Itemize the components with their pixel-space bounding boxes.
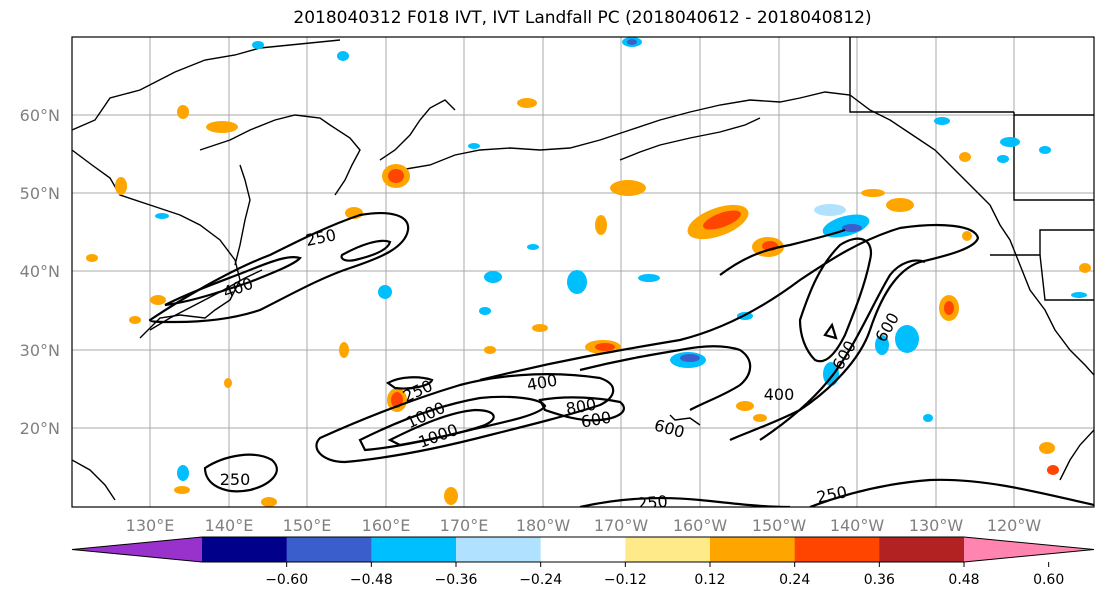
colorbar-swatch — [286, 537, 372, 562]
lon-label: 160°E — [362, 516, 411, 535]
lat-label: 20°N — [20, 419, 60, 438]
colorbar-swatch — [540, 537, 626, 562]
lon-label: 170°W — [594, 516, 649, 535]
lon-label: 150°E — [283, 516, 332, 535]
colorbar-tick-label: −0.24 — [519, 572, 562, 588]
colorbar-extend-min — [72, 537, 202, 562]
colorbar-swatch — [202, 537, 288, 562]
contour-label: 250 — [636, 492, 668, 514]
lon-label: 170°E — [440, 516, 489, 535]
colorbar-swatch — [625, 537, 711, 562]
colorbar-swatch — [710, 537, 796, 562]
pc-shading — [86, 37, 1091, 507]
ivt-contours — [148, 212, 1094, 507]
map-frame — [71, 36, 1095, 508]
colorbar-extend-max — [964, 537, 1094, 562]
colorbar-tick-label: 0.48 — [948, 572, 979, 588]
colorbar-tick-label: 0.12 — [694, 572, 725, 588]
lon-label: 160°W — [673, 516, 728, 535]
lon-label: 120°W — [987, 516, 1042, 535]
colorbar-swatch — [879, 537, 965, 562]
lat-label: 60°N — [20, 106, 60, 125]
gridlines — [72, 37, 1094, 507]
colorbar-tick-label: −0.12 — [604, 572, 647, 588]
map-area — [72, 37, 1094, 507]
lat-label: 50°N — [20, 184, 60, 203]
contour-label: 250 — [220, 470, 251, 489]
colorbar-swatch — [456, 537, 542, 562]
lat-label: 40°N — [20, 262, 60, 281]
lon-label: 130°E — [126, 516, 175, 535]
colorbar-tick-label: −0.60 — [265, 572, 308, 588]
lon-label: 180°W — [516, 516, 571, 535]
colorbar-tick-label: −0.48 — [350, 572, 393, 588]
colorbar-tick-label: 0.60 — [1033, 572, 1064, 588]
colorbar-swatch — [794, 537, 880, 562]
figure-title: 2018040312 F018 IVT, IVT Landfall PC (20… — [293, 8, 872, 28]
colorbar-swatch — [371, 537, 457, 562]
lon-label: 140°E — [205, 516, 254, 535]
lon-label: 130°W — [909, 516, 964, 535]
colorbar-tick-label: 0.24 — [779, 572, 810, 588]
colorbar: −0.60 −0.48 −0.36 −0.24 −0.12 0.12 0.24 0.36 0.4… — [71, 536, 1095, 588]
coastlines — [72, 37, 1094, 501]
lat-label: 30°N — [20, 341, 60, 360]
contour-label: 400 — [764, 385, 795, 404]
colorbar-tick-label: −0.36 — [435, 572, 478, 588]
colorbar-outline — [71, 536, 1095, 563]
lon-label: 150°W — [752, 516, 807, 535]
colorbar-tick-label: 0.36 — [864, 572, 895, 588]
lon-label: 140°W — [830, 516, 885, 535]
